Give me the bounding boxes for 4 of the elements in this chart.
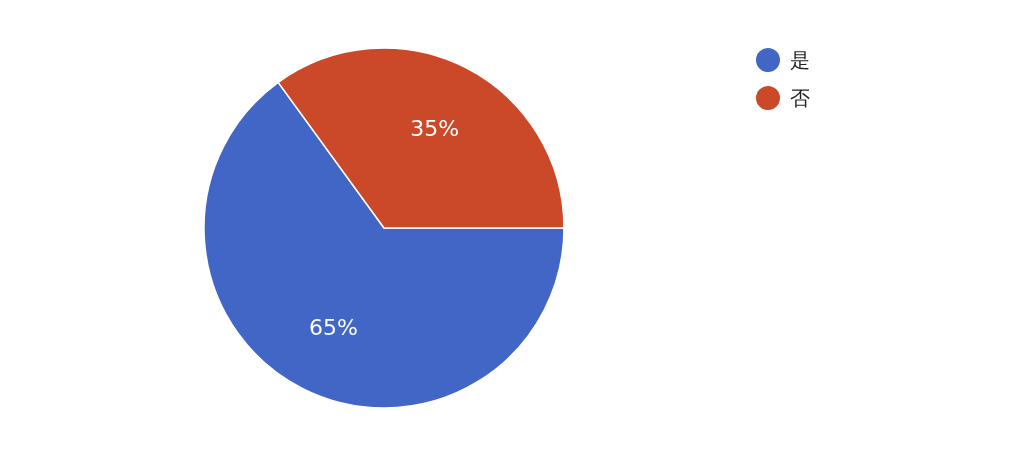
legend-label: 是 [790, 48, 810, 72]
data-label: 65% [308, 315, 358, 341]
data-label: 35% [410, 116, 460, 142]
legend-label: 否 [790, 86, 810, 110]
